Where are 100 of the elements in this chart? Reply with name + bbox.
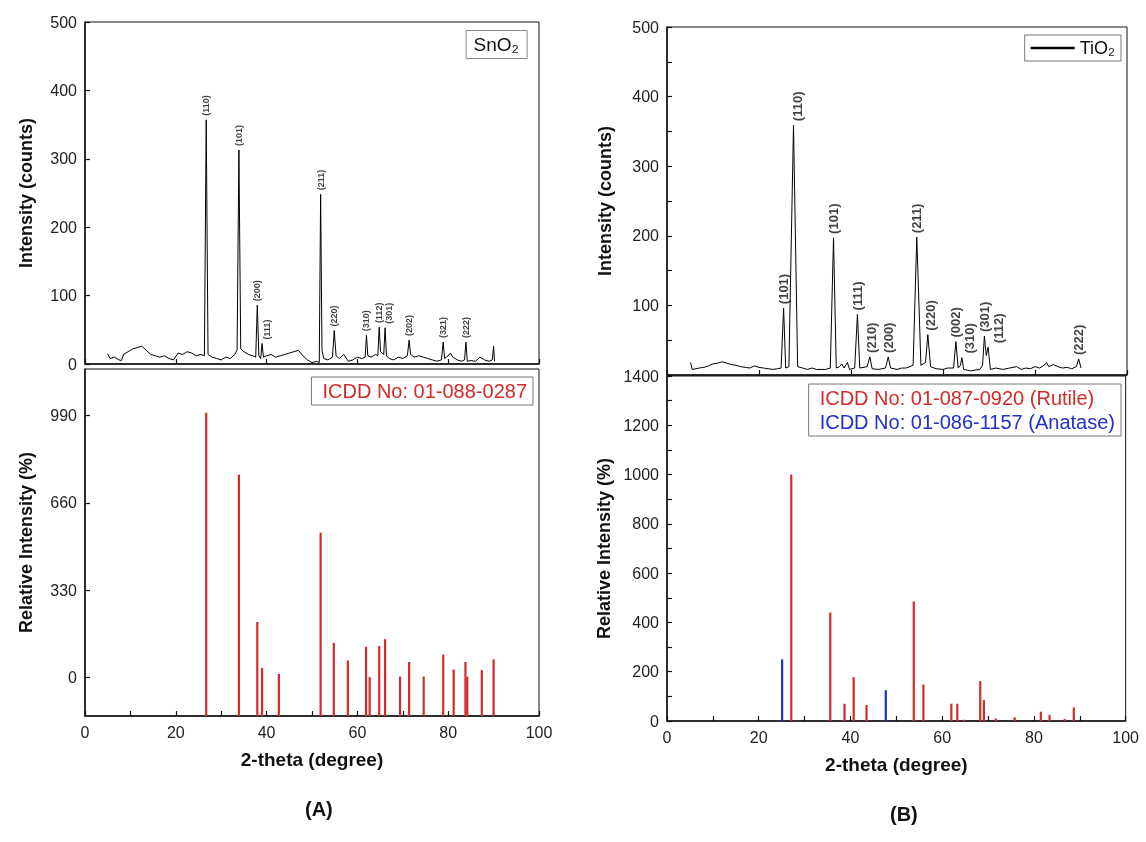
annotation: (101) bbox=[233, 124, 244, 146]
y-tick-label: 1200 bbox=[623, 416, 660, 434]
bar bbox=[480, 670, 483, 716]
y-tick-label: 0 bbox=[68, 355, 78, 373]
y-tick-label: 300 bbox=[50, 150, 78, 168]
x-tick-label: 100 bbox=[525, 723, 553, 741]
annotation: (211) bbox=[909, 203, 925, 234]
text: (B) bbox=[890, 803, 918, 825]
annotation: (211) bbox=[315, 169, 326, 191]
annotation: (002) bbox=[948, 307, 964, 338]
x-tick-label: 20 bbox=[749, 728, 768, 746]
y-axis-title: Relative Intensity (%) bbox=[16, 451, 36, 634]
y-tick-label: 800 bbox=[632, 515, 660, 533]
bar bbox=[1013, 717, 1016, 721]
annotation: (101) bbox=[826, 203, 842, 234]
annotation: (111) bbox=[262, 319, 273, 340]
y-tick-label: 660 bbox=[50, 494, 78, 512]
bar bbox=[277, 673, 280, 716]
y-tick-label: 200 bbox=[632, 227, 660, 245]
line-series bbox=[107, 119, 496, 364]
bar bbox=[332, 642, 335, 716]
bar bbox=[1048, 714, 1051, 721]
bar bbox=[852, 677, 855, 721]
bar bbox=[979, 681, 982, 721]
text: ICDD No: 01-088-0287 bbox=[322, 380, 528, 402]
text: ICDD No: 01-087-0920 (Rutile) bbox=[819, 387, 1095, 409]
bar bbox=[398, 676, 402, 716]
bar bbox=[346, 660, 349, 716]
annotation: (110) bbox=[790, 91, 806, 122]
y-axis-title: Intensity (counts) bbox=[16, 117, 36, 269]
legend-label: TiO₂ bbox=[1079, 38, 1116, 58]
x-tick-label: 60 bbox=[933, 728, 952, 746]
annotation: (310) bbox=[361, 310, 372, 332]
annotation: (200) bbox=[880, 322, 896, 353]
annotation: (202) bbox=[404, 315, 415, 337]
bar bbox=[982, 700, 986, 721]
bar bbox=[383, 639, 387, 716]
annotation: (222) bbox=[1071, 324, 1087, 355]
y-tick-label: 600 bbox=[632, 564, 660, 582]
y-tick-label: 200 bbox=[632, 663, 660, 681]
y-axis-title: Intensity (counts) bbox=[595, 125, 615, 277]
bar bbox=[790, 474, 793, 721]
y-tick-label: 400 bbox=[632, 613, 660, 631]
annotation: (301) bbox=[976, 301, 992, 333]
annotation: (321) bbox=[438, 317, 449, 339]
y-tick-label: 400 bbox=[632, 88, 660, 106]
x-tick-label: 40 bbox=[841, 728, 860, 746]
y-tick-label: 330 bbox=[50, 581, 78, 599]
bar bbox=[422, 676, 425, 716]
bar bbox=[205, 412, 208, 716]
annotation: (111) bbox=[849, 281, 865, 311]
annotation: SnO₂ bbox=[473, 34, 520, 55]
y-tick-label: 100 bbox=[632, 296, 660, 314]
bar bbox=[378, 646, 381, 716]
annotation: (200) bbox=[252, 280, 263, 302]
y-tick-label: 500 bbox=[50, 13, 78, 31]
y-axis-title: Relative Intensity (%) bbox=[593, 457, 614, 640]
bar bbox=[452, 669, 455, 716]
text: (A) bbox=[305, 798, 333, 820]
y-tick-label: 500 bbox=[632, 18, 660, 36]
annotation: (310) bbox=[962, 323, 978, 354]
x-tick-label: 100 bbox=[1112, 728, 1140, 746]
bar bbox=[442, 654, 445, 716]
x-axis-title: 2-theta (degree) bbox=[825, 754, 968, 775]
y-tick-label: 100 bbox=[50, 287, 78, 305]
annotation: (112) bbox=[374, 302, 385, 324]
x-tick-label: 60 bbox=[348, 723, 367, 741]
x-tick-label: 0 bbox=[80, 723, 90, 741]
annotation: (220) bbox=[329, 305, 340, 327]
bar bbox=[364, 646, 368, 716]
bar bbox=[829, 612, 832, 721]
annotation: (301) bbox=[384, 302, 395, 324]
annotation: (210) bbox=[863, 322, 879, 353]
x-tick-label: 80 bbox=[1025, 728, 1043, 746]
y-tick-label: 400 bbox=[50, 81, 78, 99]
bar bbox=[492, 659, 495, 716]
bar bbox=[922, 684, 925, 721]
y-tick-label: 0 bbox=[68, 669, 78, 687]
x-tick-label: 40 bbox=[257, 723, 276, 741]
annotation: (222) bbox=[460, 317, 471, 339]
y-tick-label: 1400 bbox=[623, 367, 660, 385]
bar bbox=[368, 677, 371, 716]
annotation: (220) bbox=[923, 300, 939, 331]
y-tick-label: 200 bbox=[50, 218, 78, 236]
y-tick-label: 990 bbox=[50, 406, 78, 424]
annotation: (110) bbox=[201, 95, 212, 116]
bar bbox=[1072, 707, 1075, 721]
y-tick-label: 300 bbox=[632, 157, 660, 175]
bar bbox=[912, 601, 915, 721]
x-axis-title: 2-theta (degree) bbox=[240, 749, 384, 770]
y-tick-label: 0 bbox=[650, 712, 660, 730]
bar bbox=[781, 659, 784, 721]
x-tick-label: 20 bbox=[166, 723, 185, 741]
bar bbox=[884, 690, 887, 721]
bar bbox=[256, 621, 259, 716]
bar bbox=[237, 474, 241, 716]
bar bbox=[865, 704, 868, 721]
x-tick-label: 0 bbox=[662, 728, 672, 746]
bar bbox=[319, 532, 322, 716]
x-tick-label: 80 bbox=[439, 723, 458, 741]
